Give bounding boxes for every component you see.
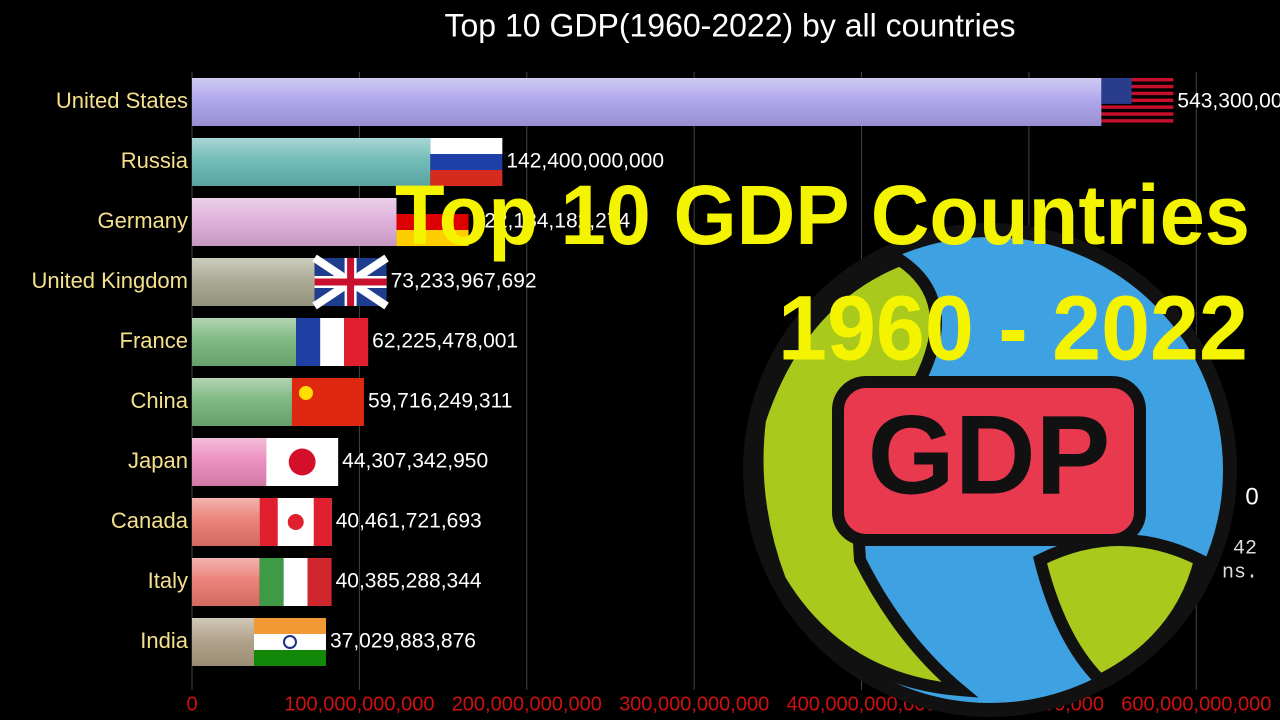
bar-shine <box>192 498 260 546</box>
fragment: 0 <box>1245 483 1258 510</box>
flag-part <box>282 635 297 649</box>
bar-shine <box>192 318 297 366</box>
flag-part <box>259 558 284 606</box>
bar-shine <box>192 78 1102 126</box>
category-label: United States <box>56 88 188 113</box>
category-label: Japan <box>128 448 188 473</box>
flag-part <box>1101 91 1174 96</box>
overlay: GDP Top 10 GDP Countries 1960 - 2022 0 4… <box>395 168 1259 717</box>
flag-part <box>396 198 469 214</box>
value-label: 40,461,721,693 <box>336 510 482 533</box>
flag-part <box>1101 119 1174 123</box>
flag-part <box>291 378 364 426</box>
x-tick-label: 200,000,000,000 <box>452 693 602 715</box>
flag-part <box>259 498 278 546</box>
category-label: Russia <box>121 148 189 173</box>
x-tick-label: 0 <box>186 693 197 715</box>
flag-part <box>396 214 469 230</box>
flag-part <box>314 258 387 306</box>
flag <box>312 254 389 310</box>
fragment: 42 <box>1233 537 1257 560</box>
value-label: 44,307,342,950 <box>342 450 488 473</box>
flag-part <box>288 448 316 476</box>
flag <box>296 318 369 366</box>
category-label: India <box>140 628 188 653</box>
category-label: Italy <box>148 568 188 593</box>
category-label: United Kingdom <box>31 268 188 293</box>
headline: Top 10 GDP Countries <box>395 168 1250 262</box>
flag-part <box>253 634 326 650</box>
category-label: China <box>131 388 189 413</box>
bar-shine <box>192 138 431 186</box>
bar-shine <box>192 378 292 426</box>
flag <box>430 138 503 186</box>
bar-shine <box>192 618 254 666</box>
years: 1960 - 2022 <box>778 277 1248 379</box>
flag <box>291 378 364 426</box>
category-label: Canada <box>111 508 189 533</box>
flag-part <box>430 154 503 170</box>
value-label: 62,225,478,001 <box>372 330 518 353</box>
flag-part <box>307 558 332 606</box>
x-tick-label: 300,000,000,000 <box>619 693 769 715</box>
flag-part <box>287 514 304 530</box>
flag <box>1101 78 1174 123</box>
value-label: 73,233,967,692 <box>391 270 537 293</box>
flag-part <box>1101 78 1132 104</box>
value-label: 37,029,883,876 <box>330 630 476 653</box>
value-label: 40,385,288,344 <box>336 570 482 593</box>
flag-part <box>283 558 308 606</box>
bar-shine <box>192 198 397 246</box>
flag <box>259 558 332 606</box>
category-label: France <box>120 328 188 353</box>
flag-part <box>253 618 326 634</box>
category-label: Germany <box>98 208 188 233</box>
x-tick-label: 100,000,000,000 <box>284 693 434 715</box>
flag-part <box>396 230 469 246</box>
flag-part <box>1101 105 1174 109</box>
flag-part <box>298 386 313 400</box>
value-label: 142,400,000,000 <box>506 150 664 173</box>
bar-shine <box>192 258 315 306</box>
flag-part <box>430 170 503 186</box>
flag-part <box>253 650 326 666</box>
flag-part <box>320 318 345 366</box>
flag-part <box>344 318 369 366</box>
flag <box>253 618 326 666</box>
flag-part <box>1101 98 1174 102</box>
flag <box>259 498 332 546</box>
flag-part <box>430 138 503 154</box>
flag <box>266 438 339 486</box>
bar-shine <box>192 438 267 486</box>
value-label: 122,184,182,274 <box>473 210 631 233</box>
badge-text: GDP <box>868 393 1111 518</box>
flag-part <box>1101 84 1174 89</box>
flag-part <box>296 318 321 366</box>
value-label: 543,300,000,000 <box>1177 90 1280 113</box>
value-label: 59,716,249,311 <box>368 390 512 413</box>
x-tick-label: 600,000,000,000 <box>1121 693 1271 715</box>
flag-part <box>1101 112 1174 116</box>
flag <box>396 198 469 246</box>
flag-part <box>1101 78 1174 82</box>
chart-title: Top 10 GDP(1960-2022) by all countries <box>445 7 1016 43</box>
badge <box>832 376 1146 546</box>
fragment: ns. <box>1222 561 1258 584</box>
bar-shine <box>192 558 260 606</box>
flag-part <box>313 498 332 546</box>
